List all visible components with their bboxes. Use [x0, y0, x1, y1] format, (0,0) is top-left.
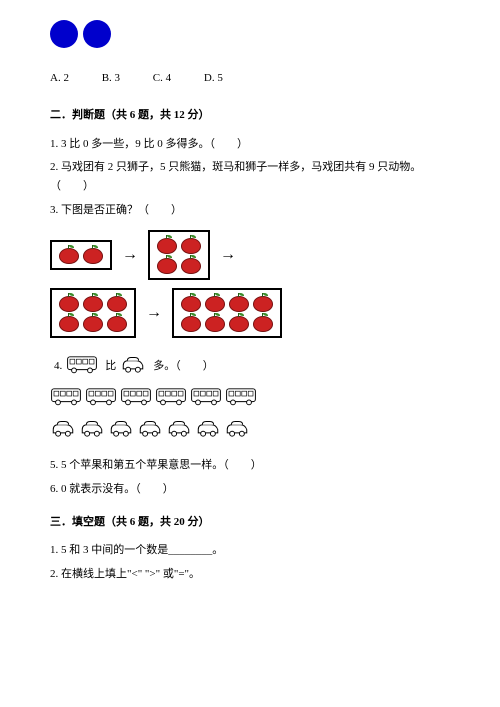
buses-row	[50, 385, 450, 414]
s3-q1: 1. 5 和 3 中间的一个数是________。	[50, 541, 450, 560]
q4-prefix: 4.	[54, 358, 62, 376]
option-d: D. 5	[204, 70, 223, 88]
apple-icon	[156, 236, 178, 254]
apple-icon	[82, 314, 104, 332]
apple-icon	[228, 294, 250, 312]
s2-q5: 5. 5 个苹果和第五个苹果意思一样。（ ）	[50, 456, 450, 475]
apple-icon	[180, 256, 202, 274]
s2-q4: 4. 比 多。（ ）	[50, 353, 450, 382]
car-icon	[120, 354, 146, 381]
apple-icon	[82, 246, 104, 264]
bus-icon	[225, 385, 257, 414]
section3-header: 三．填空题（共 6 题，共 20 分）	[50, 514, 450, 532]
cars-row	[50, 418, 450, 445]
car-icon	[137, 418, 163, 445]
s2-q1: 1. 3 比 0 多一些，9 比 0 多得多。（ ）	[50, 135, 450, 154]
apple-icon	[204, 294, 226, 312]
apple-top-row: → →	[50, 230, 450, 280]
apple-icon	[204, 314, 226, 332]
apple-icon	[58, 246, 80, 264]
car-icon	[50, 418, 76, 445]
apple-icon	[180, 236, 202, 254]
bus-icon	[50, 385, 82, 414]
blue-circle	[83, 20, 111, 48]
s2-q3: 3. 下图是否正确？（ ）	[50, 201, 450, 220]
blue-circles-figure	[50, 20, 450, 55]
arrow-icon: →	[146, 300, 162, 326]
apple-icon	[106, 294, 128, 312]
section2-header: 二．判断题（共 6 题，共 12 分）	[50, 107, 450, 125]
bus-icon	[120, 385, 152, 414]
apple-icon	[180, 294, 202, 312]
arrow-icon: →	[220, 242, 236, 268]
q4-mid: 比	[105, 358, 116, 376]
bus-icon	[85, 385, 117, 414]
apple-box-tl	[50, 240, 112, 270]
s3-q2: 2. 在横线上填上"<" ">" 或"="。	[50, 565, 450, 584]
car-icon	[166, 418, 192, 445]
car-icon	[195, 418, 221, 445]
apple-box-bl	[50, 288, 136, 338]
apple-icon	[58, 294, 80, 312]
apple-box-tr	[148, 230, 210, 280]
bus-icon	[66, 353, 98, 382]
arrow-icon: →	[122, 242, 138, 268]
bus-icon	[155, 385, 187, 414]
apple-icon	[58, 314, 80, 332]
apple-icon	[82, 294, 104, 312]
q4-suffix: 多。（ ）	[153, 358, 214, 376]
mc-options-row: A. 2 B. 3 C. 4 D. 5	[50, 70, 450, 88]
bus-icon	[190, 385, 222, 414]
car-icon	[79, 418, 105, 445]
apple-icon	[252, 294, 274, 312]
apple-icon	[106, 314, 128, 332]
s2-q2: 2. 马戏团有 2 只狮子，5 只熊猫，斑马和狮子一样多，马戏团共有 9 只动物…	[50, 158, 450, 195]
option-c: C. 4	[153, 70, 171, 88]
car-icon	[108, 418, 134, 445]
apple-bottom-row: →	[50, 288, 450, 338]
apple-icon	[180, 314, 202, 332]
option-a: A. 2	[50, 70, 69, 88]
s2-q6: 6. 0 就表示没有。（ ）	[50, 480, 450, 499]
apple-icon	[156, 256, 178, 274]
apple-icon	[228, 314, 250, 332]
option-b: B. 3	[102, 70, 120, 88]
apple-icon	[252, 314, 274, 332]
blue-circle	[50, 20, 78, 48]
apple-diagram: → → →	[50, 230, 450, 338]
car-icon	[224, 418, 250, 445]
apple-box-br	[172, 288, 282, 338]
